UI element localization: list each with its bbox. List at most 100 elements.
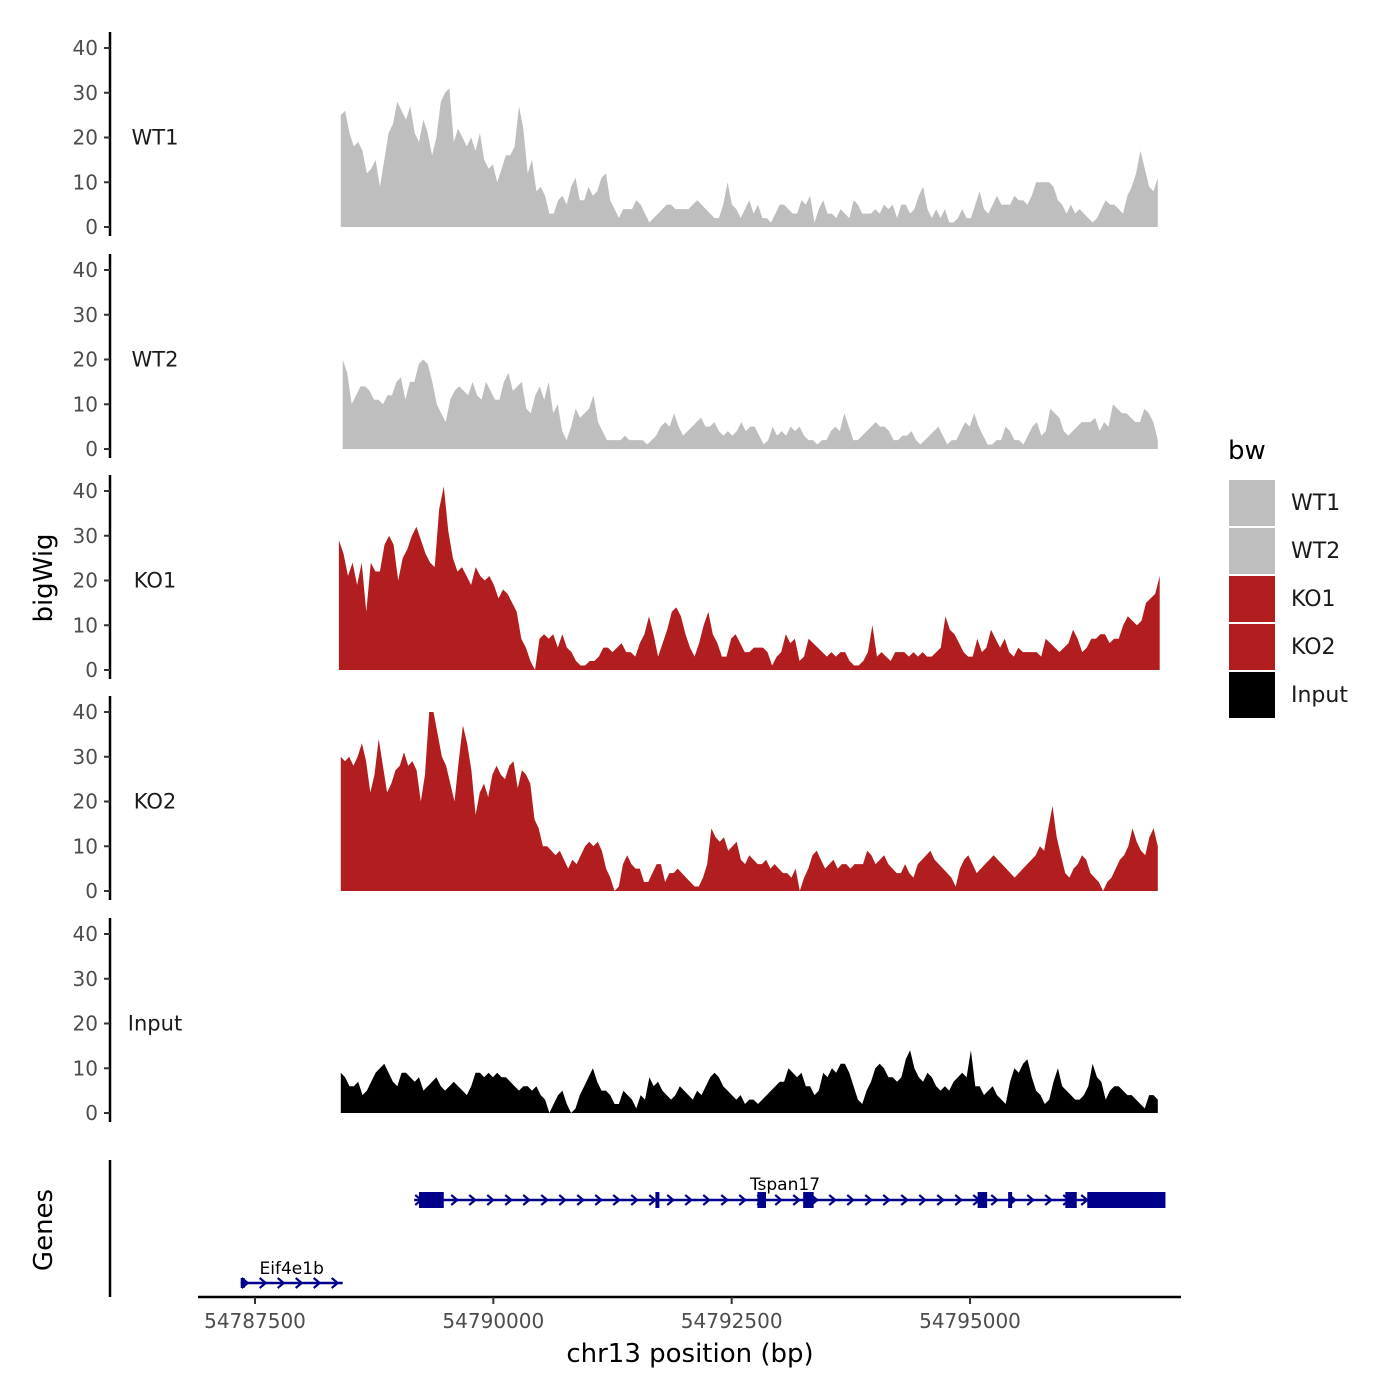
y-tick-label: 10 xyxy=(73,170,98,194)
strand-arrow xyxy=(864,1194,873,1206)
strand-arrow xyxy=(936,1194,945,1206)
strand-arrow xyxy=(594,1194,603,1206)
x-tick-label: 54795000 xyxy=(919,1309,1021,1333)
exon-block xyxy=(1008,1192,1013,1208)
track-ko1: 0 10 20 30 40 KO1 xyxy=(73,475,1160,682)
legend-label: KO2 xyxy=(1291,635,1336,660)
track-input: 0 10 20 30 40 Input xyxy=(73,918,1158,1125)
strand-arrow xyxy=(900,1194,909,1206)
track-label: KO2 xyxy=(134,790,177,814)
legend-item-ko2: KO2 xyxy=(1229,624,1336,670)
legend-swatch xyxy=(1229,480,1275,526)
strand-arrow xyxy=(522,1194,531,1206)
track-label: WT2 xyxy=(132,348,179,372)
strand-arrow xyxy=(330,1277,340,1289)
y-tick-label: 0 xyxy=(85,215,98,239)
y-tick-label: 40 xyxy=(73,36,98,60)
track-wt2: 0 10 20 30 40 WT2 xyxy=(73,254,1158,461)
strand-arrow xyxy=(792,1194,801,1206)
strand-arrow xyxy=(540,1194,549,1206)
exon-block xyxy=(240,1278,245,1288)
coverage-area-wt1 xyxy=(340,88,1158,227)
strand-arrow xyxy=(1080,1194,1089,1206)
strand-arrow xyxy=(612,1194,621,1206)
strand-arrow xyxy=(468,1194,477,1206)
gene-label: Tspan17 xyxy=(749,1175,820,1195)
y-tick-label: 40 xyxy=(73,922,98,946)
exon-block xyxy=(803,1192,814,1208)
y-tick-label: 30 xyxy=(73,524,98,548)
strand-arrow xyxy=(450,1194,459,1206)
y-tick-label: 20 xyxy=(73,1012,98,1036)
y-tick-label: 0 xyxy=(85,658,98,682)
x-tick-label: 54792500 xyxy=(681,1309,783,1333)
strand-arrow xyxy=(954,1194,963,1206)
strand-arrow xyxy=(504,1194,513,1206)
y-tick-label: 20 xyxy=(73,348,98,372)
strand-arrow xyxy=(1044,1194,1053,1206)
exon-block xyxy=(1087,1192,1166,1208)
y-tick-label: 30 xyxy=(73,967,98,991)
strand-arrow xyxy=(738,1194,747,1206)
x-tick-label: 54790000 xyxy=(442,1309,544,1333)
legend-item-ko1: KO1 xyxy=(1229,576,1336,622)
strand-arrow xyxy=(990,1194,999,1206)
strand-arrow xyxy=(486,1194,495,1206)
y-tick-label: 0 xyxy=(85,437,98,461)
strand-arrow xyxy=(846,1194,855,1206)
strand-arrow xyxy=(1026,1194,1035,1206)
legend-label: WT2 xyxy=(1291,539,1340,564)
legend-swatch xyxy=(1229,528,1275,574)
strand-arrow xyxy=(576,1194,585,1206)
legend-item-wt2: WT2 xyxy=(1229,528,1340,574)
gene-label: Eif4e1b xyxy=(260,1259,324,1279)
strand-arrow xyxy=(882,1194,891,1206)
exon-block xyxy=(655,1192,660,1208)
strand-arrow xyxy=(312,1277,322,1289)
y-tick-label: 20 xyxy=(73,126,98,150)
gene-annotation-panel: Eif4e1b Tspan17 xyxy=(108,1160,1166,1297)
y-tick-label: 10 xyxy=(73,392,98,416)
legend-title: bw xyxy=(1228,436,1266,466)
legend-label: WT1 xyxy=(1291,491,1340,516)
exon-block xyxy=(757,1192,766,1208)
exon-block xyxy=(1065,1192,1077,1208)
y-tick-label: 10 xyxy=(73,834,98,858)
track-label: WT1 xyxy=(132,126,179,150)
y-tick-label: 30 xyxy=(73,303,98,327)
strand-arrow xyxy=(918,1194,927,1206)
x-tick-label: 54787500 xyxy=(204,1309,306,1333)
strand-arrow xyxy=(774,1194,783,1206)
strand-arrow xyxy=(276,1277,286,1289)
strand-arrow xyxy=(648,1194,657,1206)
genes-panel-title: Genes xyxy=(29,1189,59,1271)
y-tick-label: 40 xyxy=(73,700,98,724)
y-tick-label: 30 xyxy=(73,745,98,769)
track-label: Input xyxy=(128,1012,182,1036)
strand-arrow xyxy=(258,1277,268,1289)
y-axis-title: bigWig xyxy=(29,533,59,622)
strand-arrow xyxy=(720,1194,729,1206)
strand-arrow xyxy=(630,1194,639,1206)
coverage-area-input xyxy=(340,1050,1158,1113)
strand-arrow xyxy=(294,1277,304,1289)
coverage-area-ko1 xyxy=(338,486,1160,670)
legend-item-wt1: WT1 xyxy=(1229,480,1340,526)
coverage-area-ko2 xyxy=(340,712,1158,891)
y-tick-label: 20 xyxy=(73,569,98,593)
exon-block xyxy=(977,1192,988,1208)
legend: bw WT1 WT2 KO1 KO2 Input xyxy=(1228,436,1348,718)
legend-label: KO1 xyxy=(1291,587,1336,612)
legend-label: Input xyxy=(1291,683,1348,708)
y-tick-label: 40 xyxy=(73,479,98,503)
y-tick-label: 20 xyxy=(73,790,98,814)
x-axis-title: chr13 position (bp) xyxy=(566,1339,813,1369)
gene-tspan17: Tspan17 xyxy=(414,1175,1166,1208)
strand-arrow xyxy=(558,1194,567,1206)
y-tick-label: 40 xyxy=(73,258,98,282)
x-axis: 54787500 54790000 54792500 54795000 xyxy=(198,1295,1181,1333)
y-tick-label: 10 xyxy=(73,1056,98,1080)
y-tick-label: 0 xyxy=(85,879,98,903)
track-ko2: 0 10 20 30 40 KO2 xyxy=(73,696,1158,903)
